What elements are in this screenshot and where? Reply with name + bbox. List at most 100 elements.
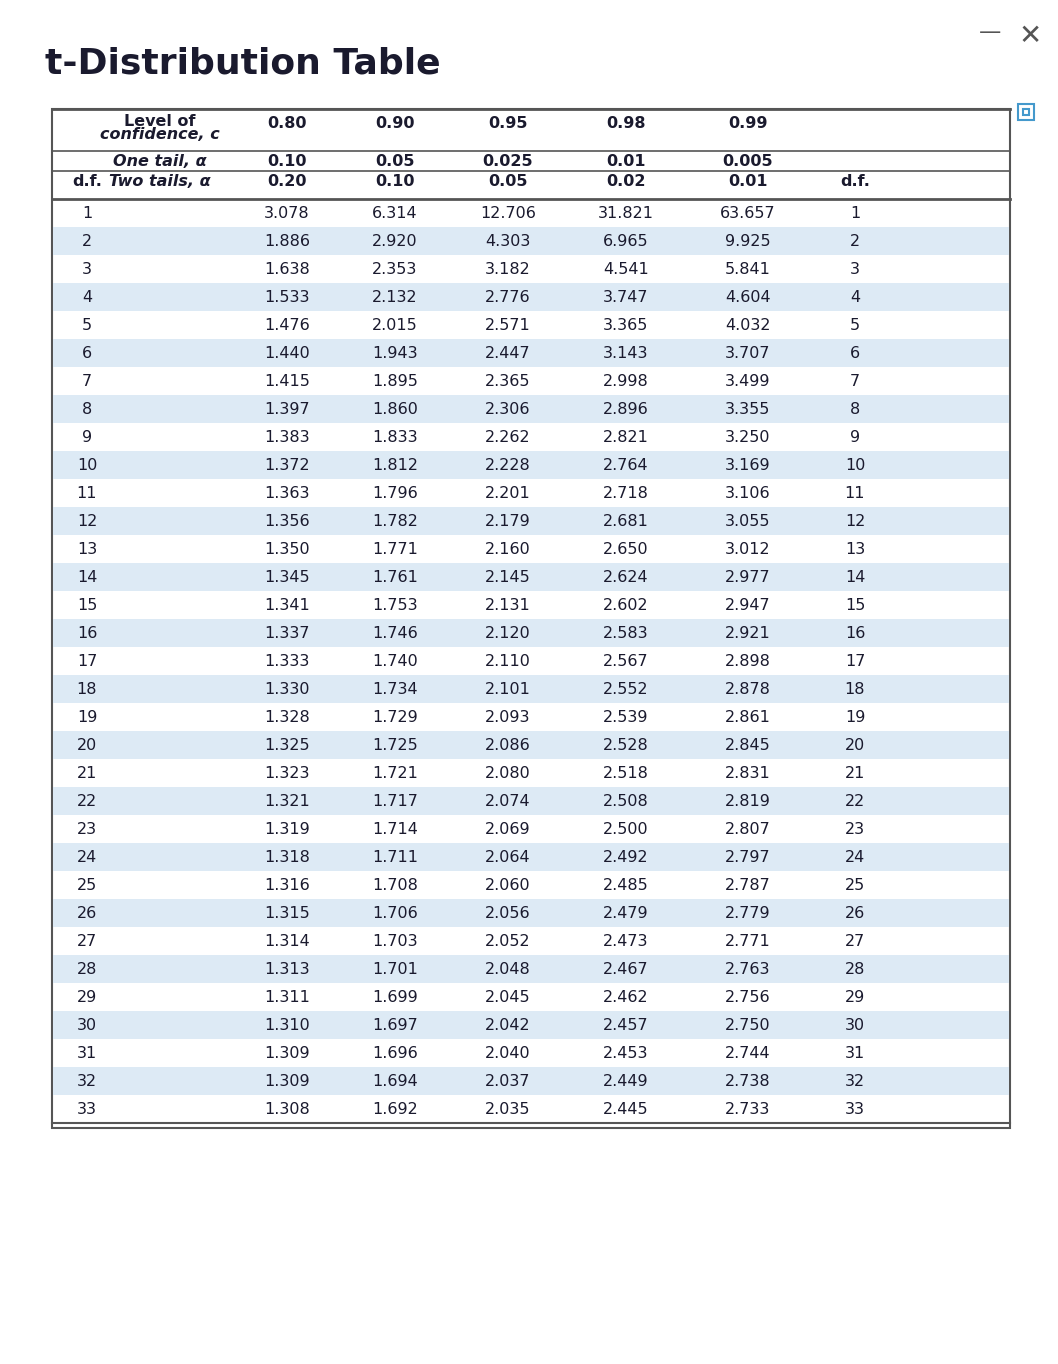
Text: 2.552: 2.552 — [603, 682, 649, 697]
Text: 0.05: 0.05 — [376, 154, 415, 169]
Text: 12: 12 — [77, 513, 97, 528]
Text: 3: 3 — [850, 262, 860, 277]
Text: 1.318: 1.318 — [264, 850, 310, 865]
Text: 2.776: 2.776 — [486, 289, 531, 304]
Text: 2.779: 2.779 — [725, 906, 771, 921]
Text: 2.571: 2.571 — [486, 318, 531, 333]
Text: 0.10: 0.10 — [268, 154, 307, 169]
Text: 0.90: 0.90 — [376, 116, 415, 131]
Text: 2.074: 2.074 — [486, 794, 531, 809]
Text: 2.042: 2.042 — [486, 1018, 531, 1033]
Text: 0.95: 0.95 — [488, 116, 528, 131]
Text: 17: 17 — [77, 653, 97, 668]
Text: 0.20: 0.20 — [268, 173, 307, 188]
Text: 2: 2 — [850, 233, 860, 248]
Text: 3.747: 3.747 — [603, 289, 649, 304]
Text: 1.397: 1.397 — [264, 401, 310, 416]
Text: 13: 13 — [845, 542, 865, 557]
Text: 0.99: 0.99 — [728, 116, 768, 131]
Text: 1.753: 1.753 — [372, 597, 418, 612]
Text: 2.771: 2.771 — [725, 933, 771, 948]
Text: 19: 19 — [844, 709, 865, 724]
Text: 3.169: 3.169 — [725, 457, 771, 472]
Text: 13: 13 — [77, 542, 97, 557]
Text: 8: 8 — [850, 401, 860, 416]
Text: 5.841: 5.841 — [725, 262, 771, 277]
Text: 1.333: 1.333 — [264, 653, 310, 668]
Text: 1.310: 1.310 — [264, 1018, 310, 1033]
Text: 1.325: 1.325 — [264, 738, 310, 753]
Text: 1.895: 1.895 — [372, 374, 418, 389]
Bar — [53, 1011, 1009, 1039]
Text: 2.878: 2.878 — [725, 682, 771, 697]
Text: 3.707: 3.707 — [725, 345, 770, 360]
Text: 2.977: 2.977 — [725, 570, 771, 585]
Text: One tail, α: One tail, α — [113, 154, 206, 169]
Text: 0.01: 0.01 — [606, 154, 645, 169]
Text: 1.833: 1.833 — [372, 430, 418, 445]
Text: 2.365: 2.365 — [486, 374, 531, 389]
Text: 3.106: 3.106 — [725, 486, 771, 501]
Text: 29: 29 — [77, 989, 97, 1004]
Text: 2.898: 2.898 — [725, 653, 771, 668]
Text: Level of: Level of — [124, 115, 196, 130]
Text: 1.356: 1.356 — [264, 513, 310, 528]
Text: Two tails, α: Two tails, α — [109, 175, 211, 190]
Text: 26: 26 — [77, 906, 97, 921]
Text: t-Distribution Table: t-Distribution Table — [45, 46, 440, 80]
Text: 1.701: 1.701 — [372, 962, 418, 977]
Text: 0.05: 0.05 — [488, 173, 528, 188]
Text: 1.316: 1.316 — [264, 877, 310, 892]
Text: 2.086: 2.086 — [486, 738, 531, 753]
Text: 2.056: 2.056 — [486, 906, 531, 921]
Text: 1.383: 1.383 — [264, 430, 310, 445]
Text: 2.998: 2.998 — [603, 374, 649, 389]
Text: 1.341: 1.341 — [264, 597, 310, 612]
Text: 1.796: 1.796 — [372, 486, 418, 501]
Bar — [53, 843, 1009, 872]
Text: 2.821: 2.821 — [603, 430, 649, 445]
Text: 31.821: 31.821 — [598, 206, 654, 221]
Text: 6: 6 — [850, 345, 860, 360]
Text: 2.861: 2.861 — [725, 709, 771, 724]
Text: 1.415: 1.415 — [264, 374, 310, 389]
Text: 2.744: 2.744 — [725, 1045, 771, 1060]
Text: 29: 29 — [845, 989, 865, 1004]
Text: 2.473: 2.473 — [603, 933, 649, 948]
Text: 2.539: 2.539 — [603, 709, 649, 724]
Text: 1.761: 1.761 — [372, 570, 418, 585]
Text: 1.315: 1.315 — [264, 906, 310, 921]
Text: 2.145: 2.145 — [486, 570, 531, 585]
Text: 1.330: 1.330 — [264, 682, 310, 697]
Text: 1.345: 1.345 — [264, 570, 310, 585]
Text: 1.476: 1.476 — [264, 318, 310, 333]
Text: 3.143: 3.143 — [603, 345, 649, 360]
Text: 3.365: 3.365 — [603, 318, 649, 333]
Text: 33: 33 — [845, 1102, 865, 1117]
Text: 2.500: 2.500 — [603, 821, 649, 836]
Text: 20: 20 — [77, 738, 97, 753]
Bar — [53, 226, 1009, 255]
Text: 4.604: 4.604 — [725, 289, 771, 304]
Text: 6.965: 6.965 — [603, 233, 649, 248]
Text: 0.02: 0.02 — [606, 173, 645, 188]
Text: 9.925: 9.925 — [725, 233, 771, 248]
Text: 1.694: 1.694 — [372, 1073, 418, 1088]
Text: 1.321: 1.321 — [264, 794, 310, 809]
Text: 26: 26 — [845, 906, 865, 921]
Text: 2.037: 2.037 — [486, 1073, 531, 1088]
Text: 2.101: 2.101 — [485, 682, 531, 697]
Text: 25: 25 — [845, 877, 865, 892]
Text: 2.132: 2.132 — [372, 289, 418, 304]
Text: 4.303: 4.303 — [486, 233, 531, 248]
Text: 1.311: 1.311 — [264, 989, 310, 1004]
Text: 2.718: 2.718 — [603, 486, 649, 501]
Text: 1.703: 1.703 — [372, 933, 418, 948]
Text: 2.201: 2.201 — [486, 486, 531, 501]
Text: 4: 4 — [81, 289, 92, 304]
Text: 18: 18 — [844, 682, 865, 697]
Text: 1.337: 1.337 — [264, 626, 310, 641]
Text: 0.025: 0.025 — [482, 154, 533, 169]
Text: 10: 10 — [844, 457, 865, 472]
Text: 2.035: 2.035 — [486, 1102, 531, 1117]
